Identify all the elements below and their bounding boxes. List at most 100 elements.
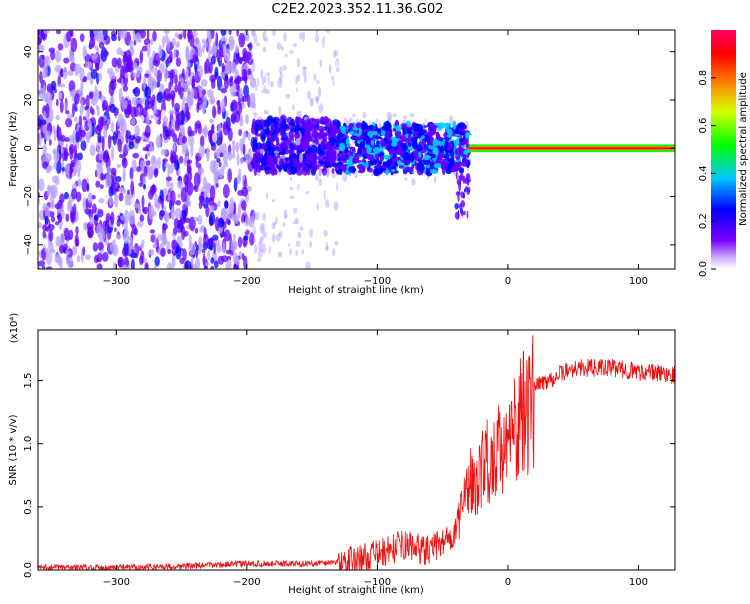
snr-x-tick-label: −300 xyxy=(103,577,130,588)
spectrogram-cell xyxy=(171,253,176,269)
spectrogram-y-tick-label: 20 xyxy=(23,94,34,107)
spectrogram-cell xyxy=(101,252,109,262)
spectrogram-cell xyxy=(127,195,132,206)
spectrogram-cell xyxy=(162,116,169,127)
spectrogram-cell xyxy=(286,56,288,67)
spectrogram-cell xyxy=(69,166,72,179)
spectrogram-cell xyxy=(210,257,215,264)
spectrogram-cell xyxy=(143,75,147,91)
spectrogram-cell xyxy=(338,142,346,152)
spectrogram-cell xyxy=(287,67,290,73)
spectrogram-cell xyxy=(448,115,454,125)
spectrogram-cell xyxy=(357,170,365,174)
spectrogram-cell xyxy=(265,235,268,246)
spectrogram-cell xyxy=(194,121,198,134)
spectrogram-cell xyxy=(416,161,424,172)
spectrogram-cell xyxy=(262,212,266,222)
spectrogram-cell xyxy=(316,233,321,243)
spectrogram-cell xyxy=(214,66,219,78)
spectrogram-cell xyxy=(289,50,294,54)
spectrogram-cell xyxy=(159,63,165,74)
spectrogram-cell xyxy=(180,109,185,125)
spectrogram-cell xyxy=(203,227,207,240)
spectrogram-cell xyxy=(169,69,175,79)
spectrogram-cell xyxy=(202,253,206,267)
spectrogram-cell xyxy=(117,57,122,69)
spectrogram-cell xyxy=(225,249,231,255)
spectrogram-cell xyxy=(277,251,283,258)
spectrogram-cell xyxy=(93,214,99,221)
spectrogram-cell xyxy=(154,202,161,209)
spectrogram-cell xyxy=(313,73,317,82)
spectrogram-cell xyxy=(457,161,462,168)
spectrogram-cell xyxy=(377,167,384,175)
spectrogram-cell xyxy=(300,127,305,135)
spectrogram-cell xyxy=(288,122,296,127)
spectrogram-cell xyxy=(304,126,311,133)
spectrogram-cell xyxy=(413,122,418,132)
spectrogram-cell xyxy=(295,250,298,257)
spectrogram-cell xyxy=(363,123,368,128)
spectrogram-cell xyxy=(109,103,116,113)
spectrogram-cell xyxy=(304,131,311,136)
spectrogram-cell xyxy=(242,175,246,181)
spectrogram-cell xyxy=(352,113,356,118)
spectrogram-cell xyxy=(85,61,93,69)
spectrogram-x-tick-label: −200 xyxy=(233,276,260,287)
spectrogram-cell xyxy=(67,200,73,213)
spectrogram-cell xyxy=(64,102,68,113)
spectrogram-cell xyxy=(430,145,436,150)
spectrogram-cell xyxy=(290,195,295,200)
spectrogram-cell xyxy=(275,132,279,143)
spectrogram-cell xyxy=(317,155,324,161)
spectrogram-cell xyxy=(124,99,128,109)
spectrogram-cell xyxy=(306,52,310,59)
spectrogram-cell xyxy=(130,180,135,196)
spectrogram-cell xyxy=(193,185,196,190)
spectrogram-cell xyxy=(271,233,276,243)
spectrogram-cell xyxy=(214,260,219,269)
spectrogram-cell xyxy=(98,72,103,82)
spectrogram-cell xyxy=(437,110,441,120)
spectrogram-cell xyxy=(132,62,138,70)
spectrogram-cell xyxy=(432,139,439,147)
spectrogram-cell xyxy=(182,210,187,219)
spectrogram-cell xyxy=(328,63,332,72)
spectrogram-cell xyxy=(354,171,358,179)
spectrogram-cell xyxy=(265,88,270,95)
spectrogram-cell xyxy=(447,164,451,170)
spectrogram-cell xyxy=(116,164,121,169)
spectrogram-cell xyxy=(276,42,282,50)
spectrogram-cell xyxy=(57,43,64,51)
spectrogram-cell xyxy=(141,195,145,209)
spectrogram-cell xyxy=(334,240,339,246)
spectrogram-cell xyxy=(112,172,117,187)
spectrogram-cell xyxy=(96,263,103,269)
spectrogram-cell xyxy=(282,222,286,227)
spectrogram-cell xyxy=(416,144,423,152)
spectrogram-cell xyxy=(284,213,288,219)
spectrogram-y-axis-label: Frequency (Hz) xyxy=(8,111,19,187)
spectrogram-cell xyxy=(210,55,216,65)
spectrogram-cell xyxy=(244,137,249,148)
spectrogram-cell xyxy=(356,164,364,169)
spectrogram-x-tick-label: −300 xyxy=(103,276,130,287)
spectrogram-cell xyxy=(224,48,231,62)
spectrogram-cell xyxy=(38,54,45,68)
spectrogram-cell xyxy=(229,75,234,82)
spectrogram-cell xyxy=(120,215,125,221)
spectrogram-cell xyxy=(332,173,336,179)
spectrogram-cell xyxy=(218,179,222,190)
spectrogram-cell xyxy=(110,211,115,226)
spectrogram-cell xyxy=(185,52,193,61)
spectrogram-cell xyxy=(154,256,160,267)
spectrogram-cell xyxy=(142,146,149,152)
spectrogram-cell xyxy=(262,46,267,53)
spectrogram-cell xyxy=(330,180,333,187)
spectrogram-cell xyxy=(404,166,412,172)
spectrogram-cell xyxy=(221,209,227,220)
spectrogram-cell xyxy=(42,230,46,239)
spectrogram-cell xyxy=(117,138,122,153)
spectrogram-cell xyxy=(63,152,70,157)
colorbar xyxy=(711,30,736,269)
